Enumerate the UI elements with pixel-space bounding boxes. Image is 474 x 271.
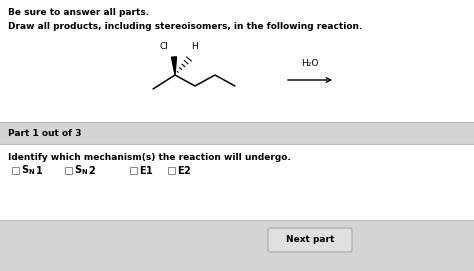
Text: $\mathbf{1}$: $\mathbf{1}$: [35, 164, 43, 176]
FancyBboxPatch shape: [65, 166, 72, 173]
FancyBboxPatch shape: [12, 166, 19, 173]
Text: $\mathbf{E2}$: $\mathbf{E2}$: [177, 164, 191, 176]
Text: $\mathbf{S_N}$: $\mathbf{S_N}$: [21, 163, 35, 177]
Text: $\mathbf{E1}$: $\mathbf{E1}$: [139, 164, 154, 176]
Text: H: H: [191, 42, 198, 51]
Text: $\mathbf{S_N}$: $\mathbf{S_N}$: [74, 163, 88, 177]
Text: $\mathbf{2}$: $\mathbf{2}$: [88, 164, 96, 176]
FancyBboxPatch shape: [0, 220, 474, 271]
Text: Be sure to answer all parts.: Be sure to answer all parts.: [8, 8, 149, 17]
FancyBboxPatch shape: [168, 166, 175, 173]
Text: Next part: Next part: [286, 235, 334, 244]
Text: Cl: Cl: [159, 42, 168, 51]
Text: Identify which mechanism(s) the reaction will undergo.: Identify which mechanism(s) the reaction…: [8, 153, 291, 162]
Text: Part 1 out of 3: Part 1 out of 3: [8, 128, 82, 137]
FancyBboxPatch shape: [268, 228, 352, 252]
FancyBboxPatch shape: [130, 166, 137, 173]
Polygon shape: [172, 57, 176, 75]
Text: H₂O: H₂O: [301, 59, 319, 68]
FancyBboxPatch shape: [0, 122, 474, 144]
Text: Draw all products, including stereoisomers, in the following reaction.: Draw all products, including stereoisome…: [8, 22, 363, 31]
